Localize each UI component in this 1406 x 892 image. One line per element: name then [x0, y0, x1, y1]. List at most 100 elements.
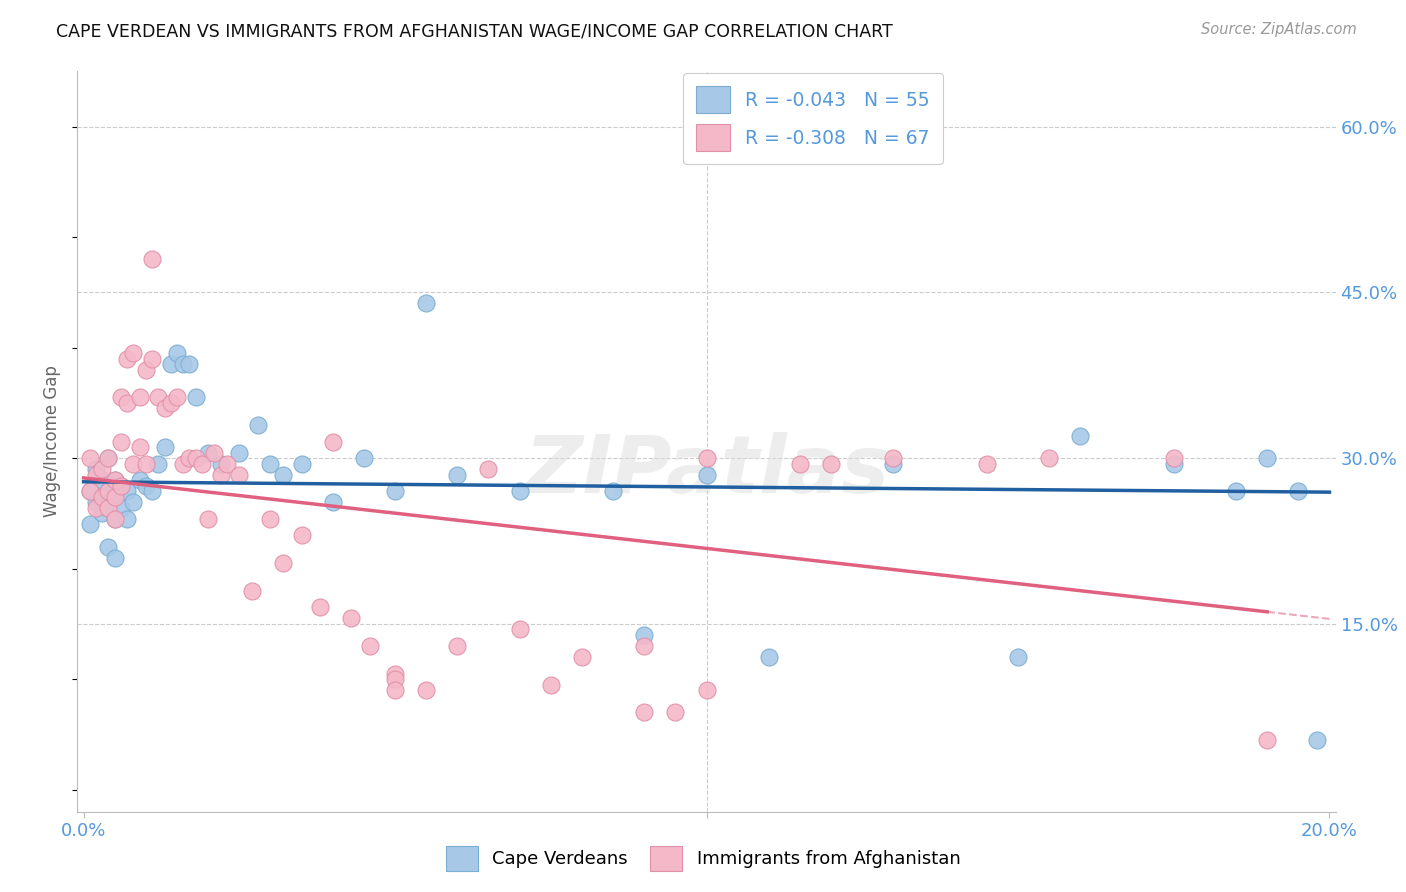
Point [789, 457, 811, 471]
Point [664, 706, 686, 720]
Point [1256, 732, 1278, 747]
Point [91, 473, 114, 487]
Point [153, 440, 176, 454]
Point [128, 440, 150, 454]
Point [215, 457, 238, 471]
Point [1007, 650, 1029, 665]
Point [1163, 457, 1185, 471]
Point [141, 351, 163, 366]
Point [104, 490, 127, 504]
Point [882, 451, 904, 466]
Point [509, 623, 531, 637]
Point [148, 390, 170, 404]
Point [104, 473, 127, 487]
Point [110, 434, 132, 449]
Point [602, 484, 624, 499]
Point [166, 390, 188, 404]
Point [633, 628, 655, 642]
Point [446, 467, 468, 482]
Point [110, 390, 132, 404]
Point [322, 434, 344, 449]
Point [97, 484, 120, 499]
Point [110, 479, 132, 493]
Point [1225, 484, 1247, 499]
Point [153, 401, 176, 416]
Point [184, 390, 207, 404]
Point [135, 362, 157, 376]
Point [122, 346, 145, 360]
Legend: Cape Verdeans, Immigrants from Afghanistan: Cape Verdeans, Immigrants from Afghanist… [439, 838, 967, 879]
Point [477, 462, 499, 476]
Point [228, 445, 250, 459]
Point [1163, 451, 1185, 466]
Point [758, 650, 780, 665]
Legend: R = -0.043   N = 55, R = -0.308   N = 67: R = -0.043 N = 55, R = -0.308 N = 67 [683, 73, 942, 164]
Point [540, 678, 562, 692]
Point [197, 512, 219, 526]
Point [79, 517, 101, 532]
Point [197, 445, 219, 459]
Point [104, 490, 127, 504]
Point [84, 495, 107, 509]
Point [384, 666, 406, 681]
Point [696, 451, 718, 466]
Point [259, 512, 281, 526]
Point [172, 357, 194, 371]
Point [104, 550, 127, 565]
Point [179, 451, 201, 466]
Point [84, 462, 107, 476]
Point [384, 672, 406, 686]
Point [353, 451, 375, 466]
Point [166, 346, 188, 360]
Point [271, 467, 294, 482]
Point [91, 490, 114, 504]
Point [882, 457, 904, 471]
Point [571, 650, 593, 665]
Point [172, 457, 194, 471]
Point [271, 556, 294, 570]
Point [322, 495, 344, 509]
Point [79, 451, 101, 466]
Point [309, 600, 332, 615]
Point [184, 451, 207, 466]
Point [209, 457, 232, 471]
Point [246, 417, 269, 432]
Point [104, 512, 127, 526]
Point [384, 484, 406, 499]
Point [159, 357, 181, 371]
Point [104, 473, 127, 487]
Point [135, 479, 157, 493]
Point [633, 706, 655, 720]
Point [976, 457, 998, 471]
Text: Source: ZipAtlas.com: Source: ZipAtlas.com [1201, 22, 1357, 37]
Point [159, 396, 181, 410]
Point [91, 507, 114, 521]
Point [1256, 451, 1278, 466]
Point [148, 457, 170, 471]
Point [97, 500, 120, 515]
Point [91, 490, 114, 504]
Point [509, 484, 531, 499]
Point [115, 512, 138, 526]
Point [79, 484, 101, 499]
Point [97, 500, 120, 515]
Point [228, 467, 250, 482]
Text: ZIPatlas: ZIPatlas [524, 432, 889, 510]
Y-axis label: Wage/Income Gap: Wage/Income Gap [44, 366, 62, 517]
Point [141, 484, 163, 499]
Point [97, 540, 120, 554]
Point [415, 683, 437, 698]
Point [1038, 451, 1060, 466]
Point [1069, 429, 1091, 443]
Point [209, 467, 232, 482]
Point [179, 357, 201, 371]
Point [240, 583, 263, 598]
Point [128, 473, 150, 487]
Point [291, 457, 314, 471]
Point [115, 484, 138, 499]
Point [104, 512, 127, 526]
Point [191, 457, 214, 471]
Point [135, 457, 157, 471]
Point [110, 500, 132, 515]
Point [97, 451, 120, 466]
